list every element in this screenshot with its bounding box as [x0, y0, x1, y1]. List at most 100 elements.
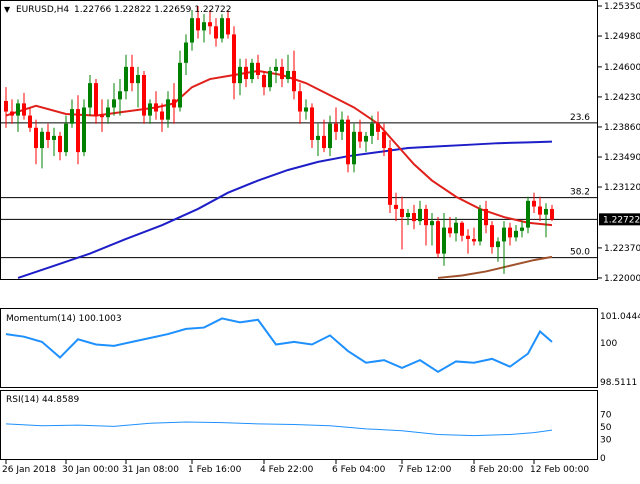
- current-price-label: 1.22722: [603, 215, 640, 225]
- fib-labels: 23.6 38.2 50.0: [570, 113, 590, 258]
- time-tick-label: 4 Feb 22:00: [260, 465, 314, 475]
- collapse-triangle-icon[interactable]: ▼: [4, 5, 11, 14]
- candle-body: [184, 42, 188, 63]
- candle-body: [520, 227, 524, 231]
- rsi-label: RSI(14) 44.8589: [6, 395, 79, 405]
- candle-body: [286, 70, 290, 80]
- candle-body: [124, 66, 128, 92]
- candle-body: [148, 103, 152, 116]
- candle-body: [250, 62, 254, 80]
- candle-body: [4, 100, 8, 112]
- candle-body: [310, 107, 314, 140]
- candle-body: [118, 91, 122, 100]
- chart-ohlc: 1.22766 1.22822 1.22659 1.22722: [74, 5, 231, 15]
- candles: [4, 6, 554, 274]
- indicators: [5, 317, 553, 437]
- price-tick-label: 1.23490: [604, 153, 640, 163]
- candle-body: [466, 235, 470, 239]
- candle-body: [52, 135, 56, 140]
- candle-body: [478, 208, 482, 242]
- candle-body: [322, 135, 326, 149]
- current-price-box: [599, 213, 640, 226]
- rsi-line: [5, 421, 553, 437]
- price-tick-label: 1.22370: [604, 244, 640, 254]
- price-tick-label: 1.24230: [604, 93, 640, 103]
- candle-body: [514, 230, 518, 238]
- candle-body: [226, 18, 230, 35]
- candle-body: [400, 208, 404, 218]
- candle-body: [526, 200, 530, 228]
- candle-body: [28, 115, 32, 128]
- fib-label: 38.2: [570, 188, 590, 198]
- candle-body: [418, 208, 422, 222]
- candle-body: [436, 221, 440, 254]
- price-tick-label: 1.22000: [604, 274, 640, 284]
- candle-body: [454, 222, 458, 234]
- candle-body: [244, 66, 248, 80]
- candle-body: [430, 221, 434, 226]
- candle-body: [16, 103, 20, 116]
- candle-body: [544, 208, 548, 215]
- candle-body: [100, 115, 104, 118]
- candle-body: [274, 66, 278, 71]
- rsi-tick-label: 30: [600, 435, 612, 445]
- candle-body: [370, 123, 374, 136]
- candle-body: [22, 103, 26, 116]
- candle-body: [496, 241, 500, 248]
- sma-fast-line: [5, 69, 553, 227]
- time-tick-label: 8 Feb 20:00: [470, 465, 524, 475]
- candle-body: [172, 99, 176, 108]
- fib-label: 50.0: [570, 248, 590, 258]
- candle-body: [238, 66, 242, 84]
- momentum-tick-label: 100: [600, 339, 617, 349]
- time-tick-label: 31 Jan 08:00: [122, 465, 179, 475]
- candle-body: [490, 225, 494, 248]
- price-tick-label: 1.24980: [604, 32, 640, 42]
- candle-body: [280, 66, 284, 80]
- candle-body: [448, 227, 452, 234]
- candle-body: [484, 208, 488, 226]
- candle-body: [166, 99, 170, 120]
- candle-body: [70, 109, 74, 124]
- candle-body: [412, 213, 416, 222]
- time-tick-label: 12 Feb 00:00: [530, 465, 589, 475]
- candle-body: [190, 18, 194, 43]
- candle-body: [334, 123, 338, 132]
- candle-body: [64, 123, 68, 153]
- candle-body: [154, 103, 158, 112]
- rsi-tick-label: 0: [600, 454, 606, 464]
- candle-body: [46, 131, 50, 140]
- candle-body: [130, 66, 134, 84]
- candle-body: [76, 109, 80, 153]
- candle-body: [256, 62, 260, 75]
- candle-body: [406, 213, 410, 218]
- candle-body: [178, 62, 182, 108]
- candle-body: [328, 123, 332, 149]
- sma-long-line: [437, 255, 553, 279]
- sma-slow-line: [17, 140, 553, 279]
- candle-body: [208, 22, 212, 27]
- rsi-tick-label: 50: [600, 423, 612, 433]
- price-tick-label: 1.25350: [604, 2, 640, 12]
- candle-body: [220, 18, 224, 39]
- candle-body: [388, 148, 392, 205]
- candle-body: [160, 111, 164, 120]
- candle-body: [88, 83, 92, 108]
- candle-body: [136, 75, 140, 84]
- candle-body: [82, 107, 86, 153]
- momentum-tick-label: 101.0444: [600, 312, 640, 322]
- candle-body: [304, 107, 308, 112]
- rsi-pane-border: [0, 390, 598, 460]
- candle-body: [550, 208, 554, 220]
- candle-body: [202, 22, 206, 31]
- candle-body: [394, 204, 398, 209]
- candle-body: [502, 227, 506, 242]
- candle-body: [10, 111, 14, 116]
- candle-body: [472, 238, 476, 242]
- fib-label: 23.6: [570, 113, 590, 123]
- candle-body: [292, 70, 296, 92]
- time-tick-label: 26 Jan 2018: [2, 465, 56, 475]
- candle-body: [214, 26, 218, 39]
- price-tick-label: 1.24600: [604, 63, 640, 73]
- candle-body: [460, 222, 464, 236]
